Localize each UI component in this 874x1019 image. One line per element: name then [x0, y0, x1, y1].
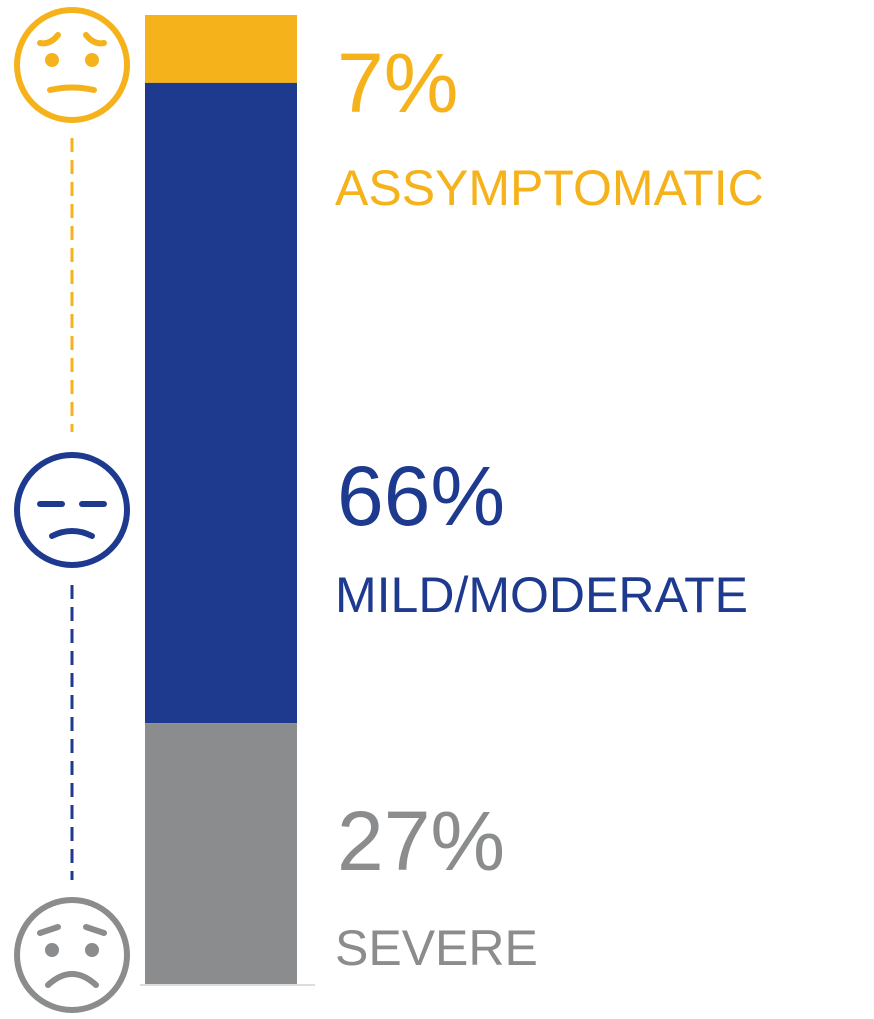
face-icon — [14, 897, 130, 1013]
value-label: 27% — [337, 794, 505, 888]
bar-segment — [145, 723, 297, 985]
eye — [85, 943, 99, 957]
face-outline — [14, 452, 130, 568]
brow — [37, 32, 61, 47]
mouth — [45, 971, 99, 988]
bar-segment — [145, 82, 297, 724]
eye — [85, 53, 99, 67]
bar-segment — [145, 15, 297, 83]
mouth — [49, 528, 95, 539]
category-label: ASSYMPTOMATIC — [335, 160, 764, 216]
brow — [37, 924, 61, 936]
value-label: 7% — [337, 36, 458, 130]
face-icon — [14, 452, 130, 568]
eye — [45, 53, 59, 67]
brow — [83, 32, 107, 47]
category-label: SEVERE — [335, 920, 538, 976]
brow — [83, 924, 107, 936]
category-label: MILD/MODERATE — [335, 567, 748, 623]
value-label: 66% — [337, 449, 505, 543]
face-outline — [14, 7, 130, 123]
mouth — [47, 84, 97, 93]
face-icon — [14, 7, 130, 123]
eye — [45, 943, 59, 957]
face-outline — [14, 897, 130, 1013]
